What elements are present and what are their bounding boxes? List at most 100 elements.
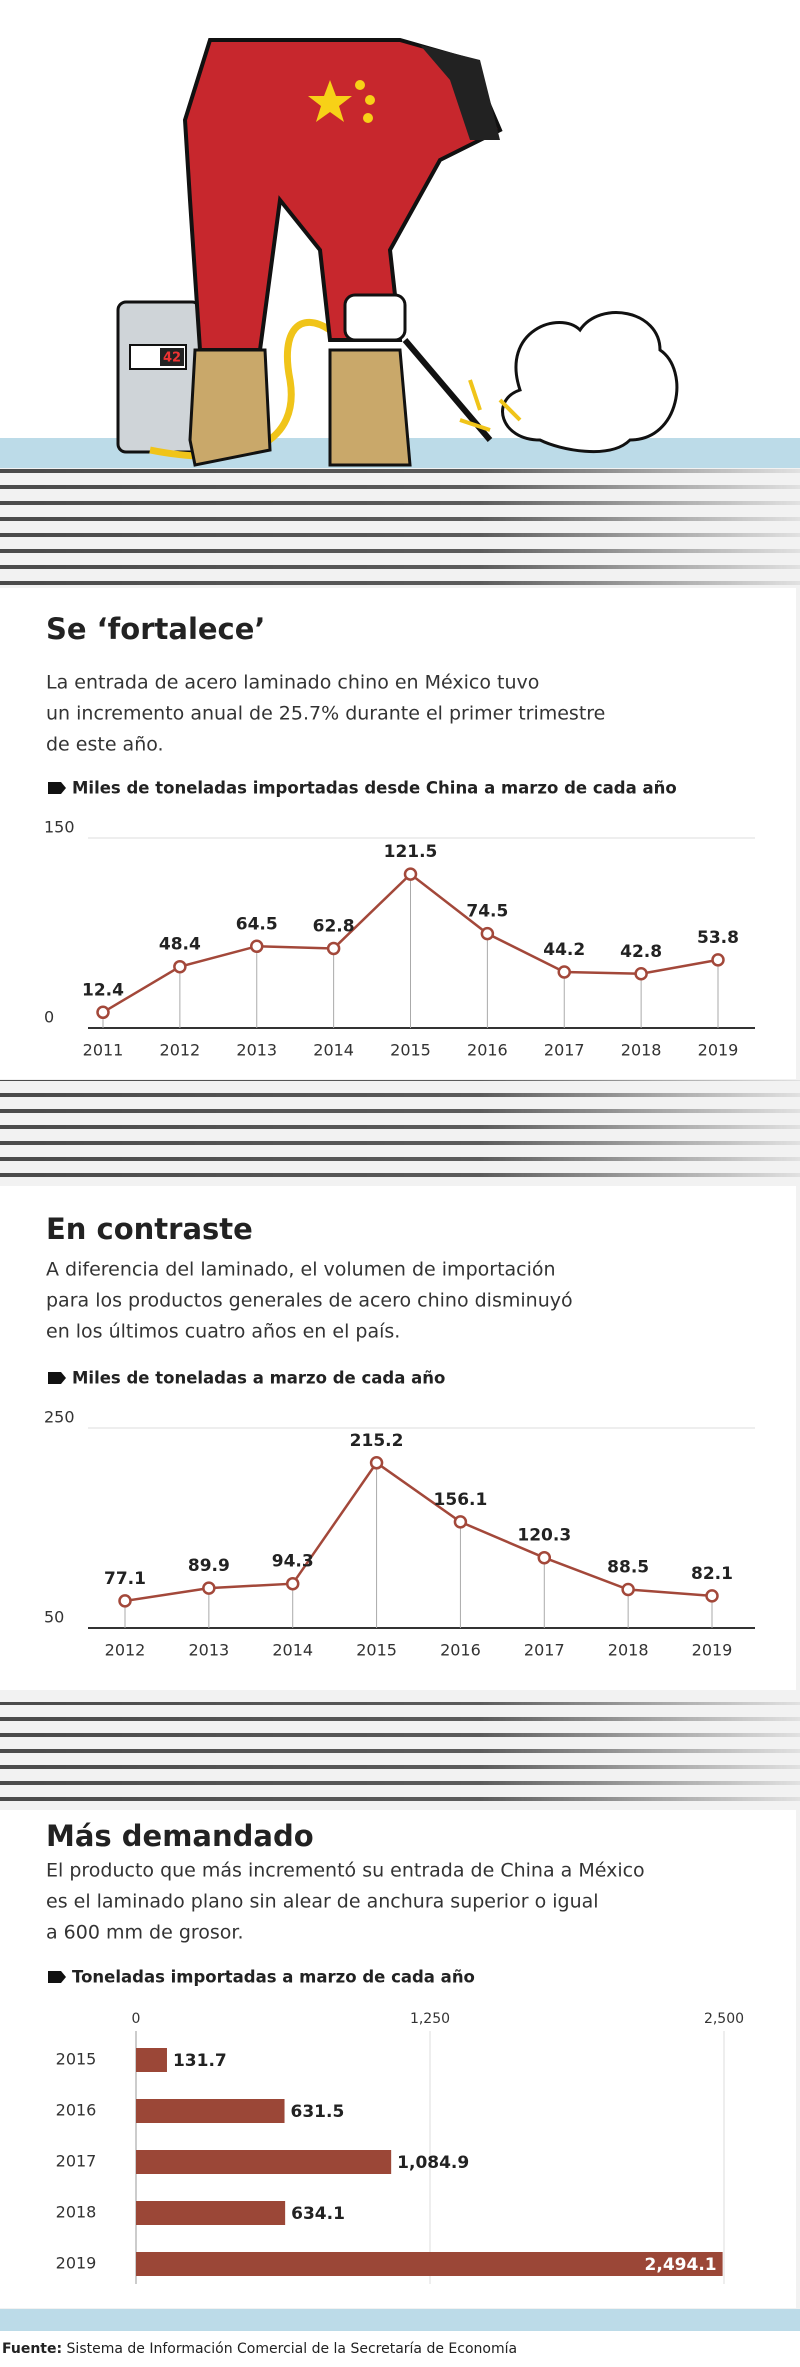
source-text: Sistema de Información Comercial de la S… [67,2341,518,2357]
value-label: 88.5 [607,1558,649,1578]
x-tick-label: 0 [132,2011,141,2027]
value-label: 48.4 [159,935,201,955]
point [557,965,571,979]
x-tick-label: 2012 [105,1641,146,1660]
value-label: 64.5 [236,914,278,934]
description: en los últimos cuatro años en el país. [46,1321,400,1343]
value-label: 12.4 [82,980,124,1000]
bar [136,2252,723,2276]
value-label: 156.1 [434,1490,488,1510]
point [173,959,187,974]
y-tick-label: 2018 [56,2203,97,2222]
point [250,939,264,954]
x-tick-label: 2019 [692,1641,733,1660]
point [202,1581,216,1595]
x-tick-label: 2016 [440,1641,481,1660]
footer-bg [0,2331,800,2367]
value-label: 1,084.9 [397,2153,469,2173]
x-tick-label: 2015 [356,1641,397,1660]
description: La entrada de acero laminado chino en Mé… [46,672,539,694]
stripes [0,1080,800,1184]
stripes [0,1702,800,1806]
y-tick-label: 2015 [56,2050,97,2069]
stripes [0,468,800,586]
value-label: 42.8 [620,942,662,962]
x-tick-label: 2016 [467,1041,508,1060]
x-tick-label: 2019 [698,1041,739,1060]
y-tick-label: 250 [44,1408,75,1427]
point [537,1550,552,1565]
x-tick-label: 2014 [313,1041,354,1060]
point [453,1515,468,1529]
value-label: 94.3 [272,1552,314,1572]
value-label: 631.5 [291,2102,345,2122]
value-label: 634.1 [291,2204,345,2224]
x-tick-label: 2,500 [704,2011,744,2027]
point [96,1005,110,1020]
y-tick-label: 2017 [56,2152,97,2171]
section-title: Más demandado [46,1819,314,1853]
section-title: Se ‘fortalece’ [46,612,265,646]
bar [136,2099,285,2123]
point [118,1594,132,1608]
point [326,941,341,956]
value-label: 121.5 [384,842,438,862]
source-label: Fuente: [2,2341,62,2357]
y-tick-label: 50 [44,1608,64,1627]
panel [0,588,796,1079]
value-label: 215.2 [350,1431,404,1451]
value-label: 53.8 [697,928,739,948]
value-label: 77.1 [104,1569,146,1589]
point [403,867,418,881]
illustration: 42 [0,0,800,468]
panel [0,1186,796,1690]
axis-label: Miles de toneladas importadas desde Chin… [72,779,677,798]
x-tick-label: 2017 [544,1041,585,1060]
description: A diferencia del laminado, el volumen de… [46,1259,556,1281]
point [634,967,648,981]
y-tick-label: 2019 [56,2254,97,2273]
bar [136,2150,392,2174]
point [705,1589,719,1603]
value-label: 89.9 [188,1556,230,1576]
description: El producto que más incrementó su entrad… [46,1860,645,1882]
description: para los productos generales de acero ch… [46,1290,573,1312]
caption-marker [48,1372,66,1384]
description: a 600 mm de grosor. [46,1922,244,1944]
value-label: 131.7 [173,2051,227,2071]
description: es el laminado plano sin alear de anchur… [46,1891,599,1913]
point [369,1456,384,1470]
point [480,926,495,941]
value-label: 2,494.1 [645,2255,717,2275]
axis-label: Miles de toneladas a marzo de cada año [72,1369,445,1388]
x-tick-label: 1,250 [410,2011,450,2027]
panel [0,1810,796,2308]
description: un incremento anual de 25.7% durante el … [46,703,605,725]
band [0,2309,800,2331]
value-label: 74.5 [466,902,508,922]
point [711,953,725,967]
y-tick-label: 2016 [56,2101,97,2120]
y-tick-label: 0 [44,1008,54,1027]
line [124,1461,713,1603]
value-label: 44.2 [543,940,585,960]
x-tick-label: 2018 [608,1641,649,1660]
x-tick-label: 2017 [524,1641,565,1660]
x-tick-label: 2011 [83,1041,124,1060]
bar [136,2048,167,2072]
point [285,1576,300,1591]
description: de este año. [46,734,164,756]
x-tick-label: 2013 [236,1041,277,1060]
x-tick-label: 2013 [188,1641,229,1660]
caption-marker [48,1971,66,1983]
caption-marker [48,782,66,794]
x-tick-label: 2015 [390,1041,431,1060]
bar [136,2201,286,2225]
x-tick-label: 2014 [272,1641,313,1660]
value-label: 62.8 [313,916,355,936]
axis-label: Toneladas importadas a marzo de cada año [72,1968,475,1987]
value-label: 82.1 [691,1564,733,1584]
footer: Fuente: Sistema de Información Comercial… [2,2341,517,2357]
x-tick-label: 2012 [160,1041,201,1060]
